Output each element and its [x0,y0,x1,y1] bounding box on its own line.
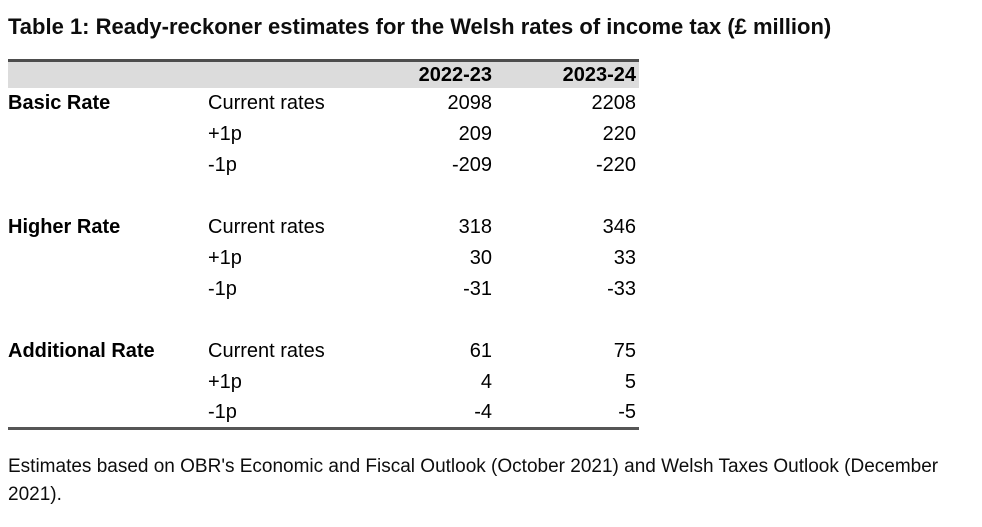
ready-reckoner-table: 2022-23 2023-24 Basic Rate Current rates… [8,59,639,431]
header-rate-band [8,60,208,88]
value-2023-24: -5 [618,401,636,424]
value-2022-23: 61 [469,339,492,362]
rate-label-empty [8,398,208,429]
value-2023-24: 75 [613,339,636,362]
scenario-label: -1p [208,277,237,300]
scenario-label: -1p [208,153,237,176]
scenario-label: Current rates [208,215,325,238]
value-2022-23: -209 [451,153,492,176]
value-2022-23: 2098 [447,91,493,114]
value-2023-24: 346 [602,215,636,238]
table-header-row: 2022-23 2023-24 [8,60,639,88]
value-2023-24: -220 [595,153,636,176]
rate-label-empty [8,367,208,398]
header-year-2022-23: 2022-23 [390,60,495,88]
table-title: Table 1: Ready-reckoner estimates for th… [8,14,832,39]
scenario-label: +1p [208,122,242,145]
scenario-label: +1p [208,370,242,393]
value-2022-23: -31 [463,277,492,300]
table-row: -1p -31 -33 [8,274,639,305]
scenario-label: -1p [208,401,237,424]
value-2023-24: 220 [602,122,636,145]
rate-label-empty [8,243,208,274]
table-row: Higher Rate Current rates 318 346 [8,212,639,243]
source-footnote: Estimates based on OBR's Economic and Fi… [8,456,939,505]
value-2022-23: 318 [458,215,492,238]
value-2023-24: -33 [607,277,636,300]
table-row: -1p -4 -5 [8,398,639,429]
scenario-label: +1p [208,246,242,269]
value-2022-23: 4 [480,370,492,393]
scenario-label: Current rates [208,91,325,114]
table-row: Basic Rate Current rates 2098 2208 [8,88,639,119]
table-row: +1p 4 5 [8,367,639,398]
rate-label-higher: Higher Rate [8,215,121,238]
value-2023-24: 2208 [591,91,637,114]
table-row: +1p 30 33 [8,243,639,274]
value-2022-23: 209 [458,122,492,145]
rate-label-empty [8,150,208,181]
section-spacer-row [8,181,639,212]
table-row: -1p -209 -220 [8,150,639,181]
rate-label-empty [8,274,208,305]
header-year-2023-24: 2023-24 [495,60,639,88]
value-2022-23: -4 [474,401,492,424]
scenario-label: Current rates [208,339,325,362]
value-2022-23: 30 [469,246,492,269]
value-2023-24: 33 [613,246,636,269]
rate-label-empty [8,119,208,150]
rate-label-basic: Basic Rate [8,91,111,114]
rate-label-additional: Additional Rate [8,339,155,362]
table-row: Additional Rate Current rates 61 75 [8,336,639,367]
value-2023-24: 5 [624,370,636,393]
header-scenario [208,60,390,88]
table-row: +1p 209 220 [8,119,639,150]
section-spacer-row [8,305,639,336]
